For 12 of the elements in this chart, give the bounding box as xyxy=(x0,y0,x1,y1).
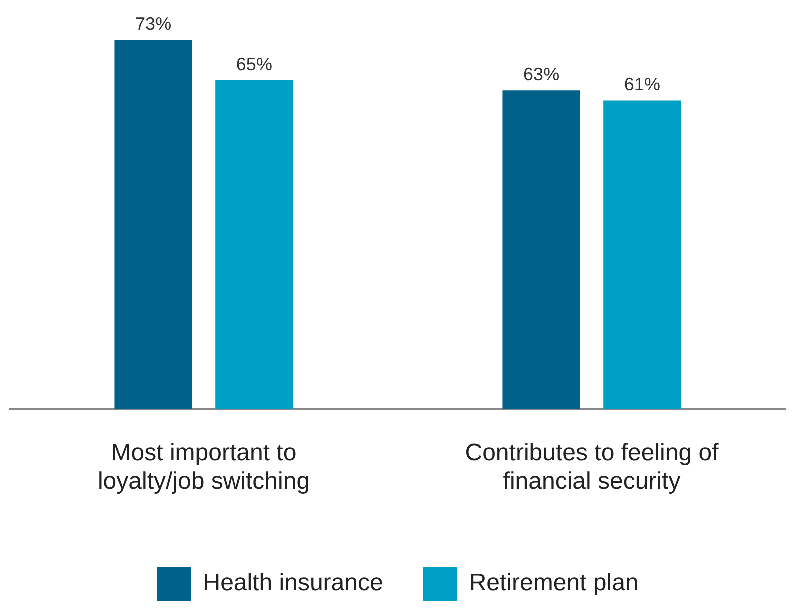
x-tick-label: Most important to loyalty/job switching xyxy=(98,439,310,496)
bar xyxy=(114,40,192,410)
x-tick-label: Contributes to feeling of financial security xyxy=(465,439,720,496)
data-label: 73% xyxy=(136,14,172,34)
data-label: 61% xyxy=(624,74,660,95)
bar xyxy=(502,90,580,410)
bar xyxy=(604,100,682,410)
legend-label: Health insurance xyxy=(203,570,384,597)
bar xyxy=(216,80,294,410)
data-label: 63% xyxy=(524,64,560,85)
legend-label: Retirement plan xyxy=(469,570,639,597)
data-label: 65% xyxy=(236,54,272,74)
